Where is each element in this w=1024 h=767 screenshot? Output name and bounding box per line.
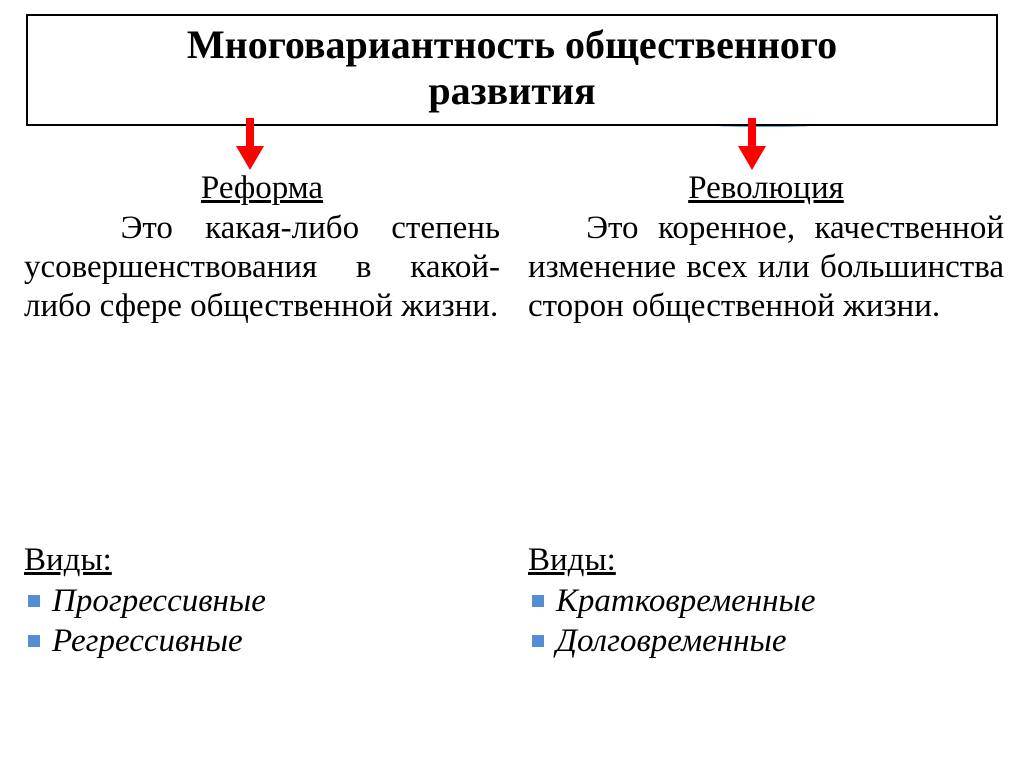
reform-types-list: Прогрессивные Регрессивные — [24, 581, 500, 662]
types-reform: Виды: Прогрессивные Регрессивные — [24, 542, 500, 662]
reform-types-label: Виды: — [24, 542, 500, 579]
list-item: Долговременные — [532, 621, 1004, 661]
revolution-definition-text: Это коренное, качественной изменение все… — [528, 210, 1004, 324]
revolution-definition: Это коренное, качественной изменение все… — [528, 209, 1004, 326]
title-line-1: Многовариантность общественного — [38, 22, 986, 68]
types-block: Виды: Прогрессивные Регрессивные Виды: К… — [24, 542, 1004, 662]
reform-heading: Реформа — [24, 170, 500, 207]
arrow-left-icon — [236, 118, 264, 170]
column-reform: Реформа Это какая-либо степень усовершен… — [24, 170, 500, 326]
list-item: Прогрессивные — [28, 581, 500, 621]
reform-definition: Это какая-либо степень усовершенствовани… — [24, 209, 500, 326]
revolution-heading: Революция — [528, 170, 1004, 207]
revolution-types-list: Кратковременные Долговременные — [528, 581, 1004, 662]
list-item: Кратковременные — [532, 581, 1004, 621]
reform-definition-text: Это какая-либо степень усовершенствовани… — [24, 210, 500, 324]
columns: Реформа Это какая-либо степень усовершен… — [24, 170, 1004, 326]
types-revolution: Виды: Кратковременные Долговременные — [528, 542, 1004, 662]
column-revolution: Революция Это коренное, качественной изм… — [528, 170, 1004, 326]
title-line-2: развития — [38, 68, 986, 114]
arrow-right-icon — [738, 118, 766, 170]
title-box: Многовариантность общественного развития — [26, 14, 998, 126]
list-item: Регрессивные — [28, 621, 500, 661]
revolution-types-label: Виды: — [528, 542, 1004, 579]
